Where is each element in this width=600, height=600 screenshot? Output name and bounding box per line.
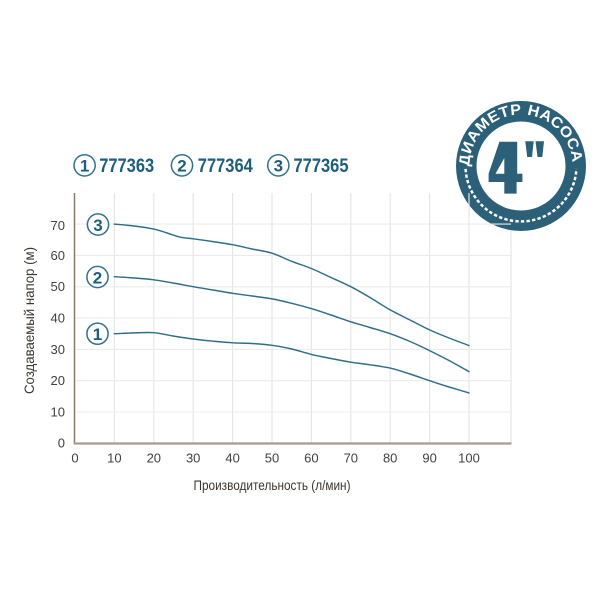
svg-text:50: 50 bbox=[265, 451, 279, 466]
svg-text:1: 1 bbox=[93, 325, 102, 344]
svg-text:10: 10 bbox=[51, 404, 65, 419]
svg-text:40: 40 bbox=[51, 311, 65, 326]
svg-text:30: 30 bbox=[186, 451, 200, 466]
svg-text:60: 60 bbox=[304, 451, 318, 466]
svg-text:777364: 777364 bbox=[198, 156, 253, 177]
svg-text:2: 2 bbox=[93, 268, 102, 287]
svg-text:10: 10 bbox=[107, 451, 121, 466]
svg-text:2: 2 bbox=[177, 157, 186, 176]
svg-text:40: 40 bbox=[225, 451, 239, 466]
svg-text:0: 0 bbox=[71, 451, 78, 466]
svg-text:777363: 777363 bbox=[99, 156, 154, 177]
svg-text:20: 20 bbox=[51, 373, 65, 388]
svg-text:0: 0 bbox=[58, 436, 65, 451]
svg-text:Производительность (л/мин): Производительность (л/мин) bbox=[194, 478, 351, 493]
svg-text:90: 90 bbox=[422, 451, 436, 466]
svg-text:100: 100 bbox=[458, 451, 480, 466]
svg-text:3: 3 bbox=[93, 216, 102, 235]
svg-text:Создаваемый напор (м): Создаваемый напор (м) bbox=[22, 247, 37, 394]
svg-text:50: 50 bbox=[51, 279, 65, 294]
svg-text:80: 80 bbox=[383, 451, 397, 466]
svg-text:30: 30 bbox=[51, 342, 65, 357]
svg-text:1: 1 bbox=[80, 157, 89, 176]
svg-text:3: 3 bbox=[274, 157, 283, 176]
svg-text:20: 20 bbox=[147, 451, 161, 466]
svg-text:777365: 777365 bbox=[294, 156, 349, 177]
svg-text:70: 70 bbox=[51, 218, 65, 233]
svg-text:60: 60 bbox=[51, 248, 65, 263]
svg-text:70: 70 bbox=[344, 451, 358, 466]
